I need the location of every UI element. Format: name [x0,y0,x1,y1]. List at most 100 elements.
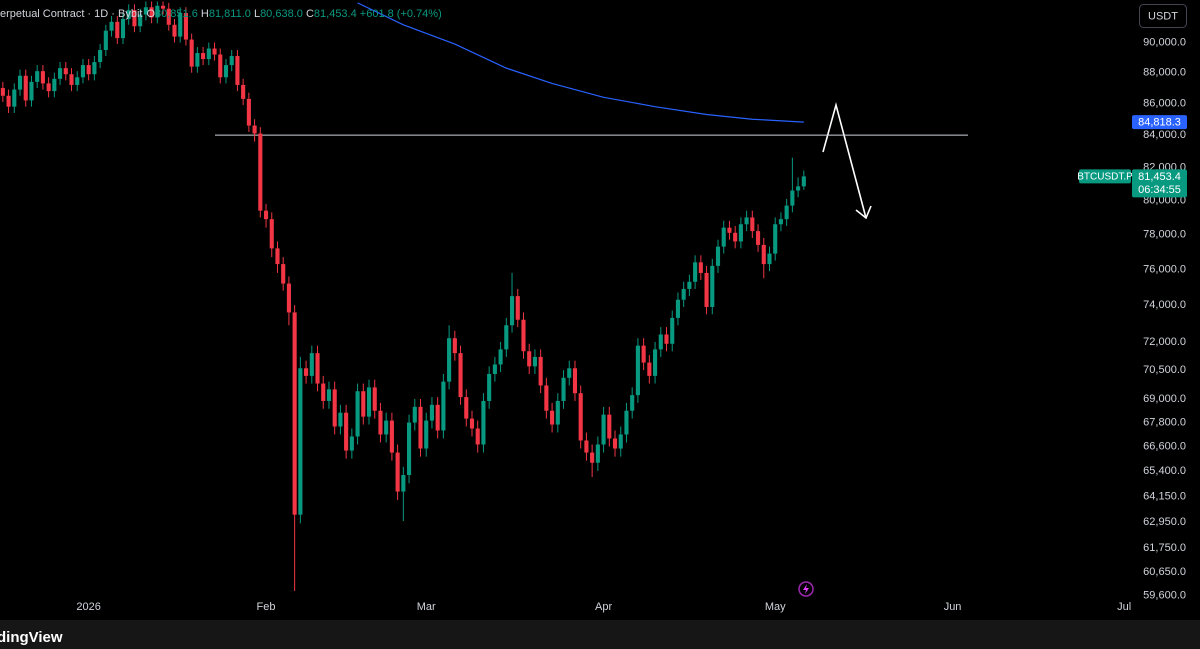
ma-price-label: 84,818.3 [1138,117,1181,129]
candle-body [92,62,97,75]
candle-body [590,452,595,463]
x-tick-label: Apr [595,601,612,613]
candle-body [201,53,206,60]
candle-body [710,265,715,307]
candle-body [538,356,543,386]
arrow-drawing [822,101,872,220]
candle-body [58,68,63,79]
candle-body [796,186,801,191]
candle-body [767,253,772,265]
candle-body [635,345,640,396]
candle-body [555,400,560,425]
candle-body [75,77,80,85]
candle-body [195,53,200,67]
candle-body [80,65,86,78]
symbol-tag [1079,169,1131,184]
symbol-tag-label: BTCUSDT.P [1077,172,1133,183]
candle-body [138,14,143,27]
candle-body [389,420,394,453]
candle-body [6,95,11,107]
candle-body [469,418,475,429]
candle-body [790,190,795,206]
candle-body [372,387,377,411]
candle-body [29,81,34,101]
event-icon[interactable] [798,581,814,597]
candle-body [258,133,263,211]
footer [0,620,1200,649]
candle-body [418,406,423,449]
candle-body [63,68,68,75]
y-tick-label: 66,600.0 [1143,440,1186,452]
candle-body [344,412,349,451]
candle-body [727,227,732,233]
background [0,0,1200,620]
y-tick-label: 88,000.0 [1143,67,1186,79]
candle-body [120,18,126,39]
candle-body [286,283,291,313]
candle-body [361,391,366,417]
candle-body [721,227,726,247]
candle-body [498,349,503,365]
y-tick-label: 86,000.0 [1143,97,1186,109]
candle-body [618,434,623,449]
candle-body [487,373,492,401]
candle-body [509,296,515,326]
candle-body [109,21,114,31]
candle-body [578,393,583,441]
candle-body [544,385,549,411]
x-tick-label: Feb [257,601,276,613]
candle-body [452,338,457,354]
candle-body [126,10,131,19]
candle-body [475,428,480,445]
candle-body [601,414,606,445]
candle-body [532,356,537,367]
y-tick-label: 64,150.0 [1143,491,1186,503]
y-tick-label: 65,400.0 [1143,465,1186,477]
ohlc-value: 81,811.0 [208,8,251,20]
arrow-head [855,205,872,220]
candle-body [349,436,354,451]
y-tick-label: 69,000.0 [1143,393,1186,405]
candle-body [464,397,469,419]
y-tick-label: 62,950.0 [1143,516,1186,528]
y-tick-label: 80,000.0 [1143,194,1186,206]
moving-average [357,2,804,123]
y-tick-label: 78,000.0 [1143,228,1186,240]
countdown-label: 06:34:55 [1138,184,1181,196]
candle-body [160,5,166,9]
candle-body [12,89,17,107]
candle-body [681,288,686,300]
candle-body [40,71,45,84]
y-tick-label: 70,500.0 [1143,364,1186,376]
candle-body [704,272,709,307]
candle-body [321,383,326,401]
candle-body [395,452,400,492]
candle-body [521,319,526,352]
candle-body [115,21,120,39]
candle-body [687,281,692,289]
ohlc-key: H [200,8,209,20]
candle-body [355,391,360,437]
currency-button-label[interactable]: USDT [1148,10,1178,22]
candle-body [332,389,337,427]
candle-body [715,246,721,266]
candle-body [670,317,675,344]
candle-body [693,262,698,282]
candle-body [424,420,429,449]
candle-body [378,410,383,435]
y-tick-label: 72,000.0 [1143,336,1186,348]
candle-body [481,400,486,445]
y-tick-label: 84,000.0 [1143,129,1186,141]
candle-body [595,444,600,463]
y-tick-label: 74,000.0 [1143,299,1186,311]
candle-body [309,353,314,376]
candle-body [527,351,532,367]
candle-body [401,475,406,492]
legend-bar: erpetual Contract · 1D · Bybit O80,851.6… [0,8,442,20]
candle-body [755,231,761,245]
x-tick-label: Mar [417,601,436,613]
candle-body [584,440,589,453]
currency-button[interactable] [1139,4,1187,28]
candle-body [504,325,509,350]
candle-body [738,224,743,242]
